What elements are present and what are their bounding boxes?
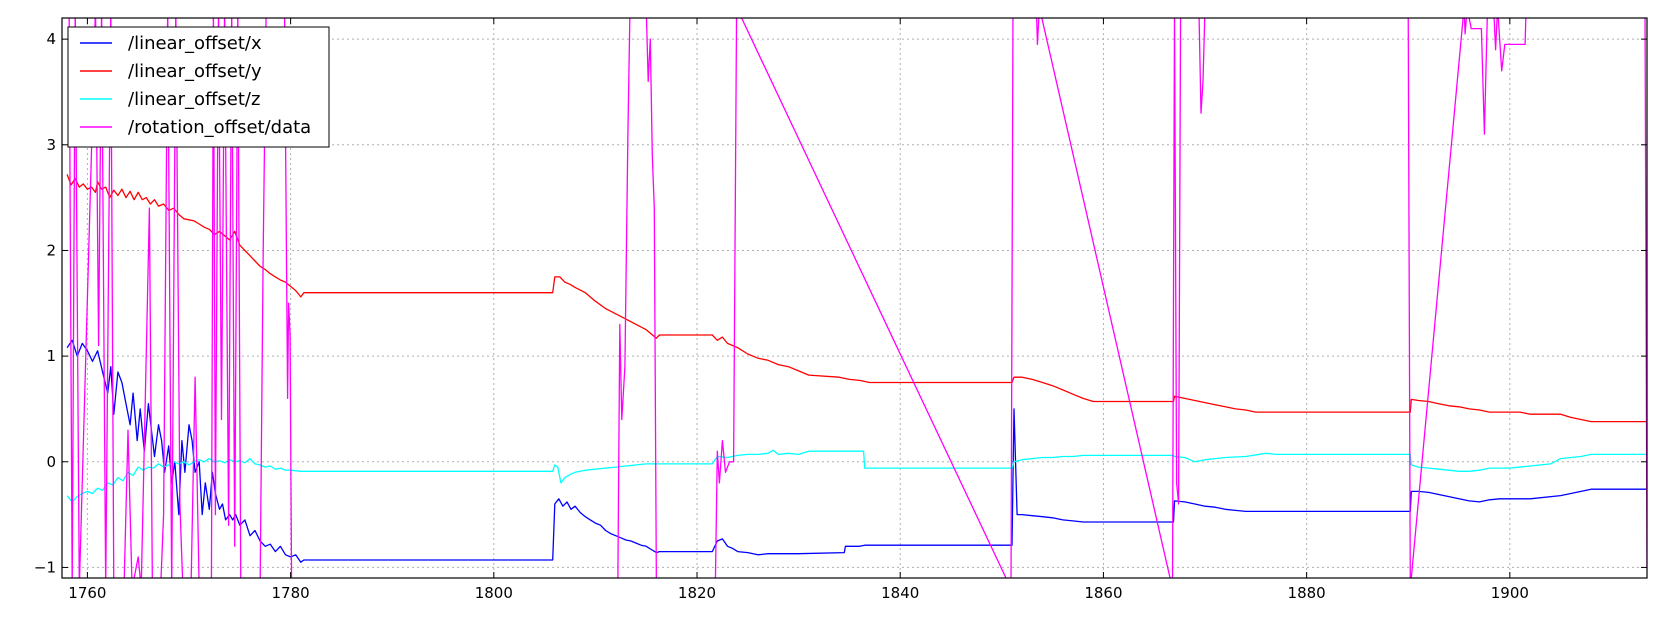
series-group [66, 18, 1647, 578]
x-tick-label: 1780 [272, 584, 310, 602]
legend-label: /linear_offset/y [128, 61, 262, 82]
x-tick-label: 1900 [1491, 584, 1529, 602]
x-tick-label: 1860 [1084, 584, 1122, 602]
grid-lines [62, 18, 1647, 578]
legend-label: /linear_offset/z [128, 89, 260, 110]
legend: /linear_offset/x/linear_offset/y/linear_… [67, 26, 330, 148]
plot-frame [61, 17, 1648, 579]
x-tick-label: 1880 [1288, 584, 1326, 602]
y-tick-label: 3 [46, 136, 56, 154]
x-tick-label: 1840 [881, 584, 919, 602]
series-line-0 [66, 339, 1647, 563]
x-tick-label: 1760 [68, 584, 106, 602]
legend-label: /rotation_offset/data [128, 117, 311, 138]
y-tick-label: 0 [46, 453, 56, 471]
series-line-3 [68, 18, 1647, 578]
y-tick-label: 1 [46, 347, 56, 365]
y-tick-label: −1 [34, 558, 56, 576]
y-tick-label: 2 [46, 241, 56, 259]
y-tick-label: 4 [46, 30, 56, 48]
axis-ticks: 1760 1780 1800 1820 1840 1860 1880 1900 −1 0 1 2 3 4 [34, 18, 1647, 602]
series-line-2 [66, 449, 1647, 503]
series-line-1 [66, 174, 1647, 423]
x-tick-label: 1800 [475, 584, 513, 602]
legend-label: /linear_offset/x [128, 33, 262, 54]
x-tick-label: 1820 [678, 584, 716, 602]
